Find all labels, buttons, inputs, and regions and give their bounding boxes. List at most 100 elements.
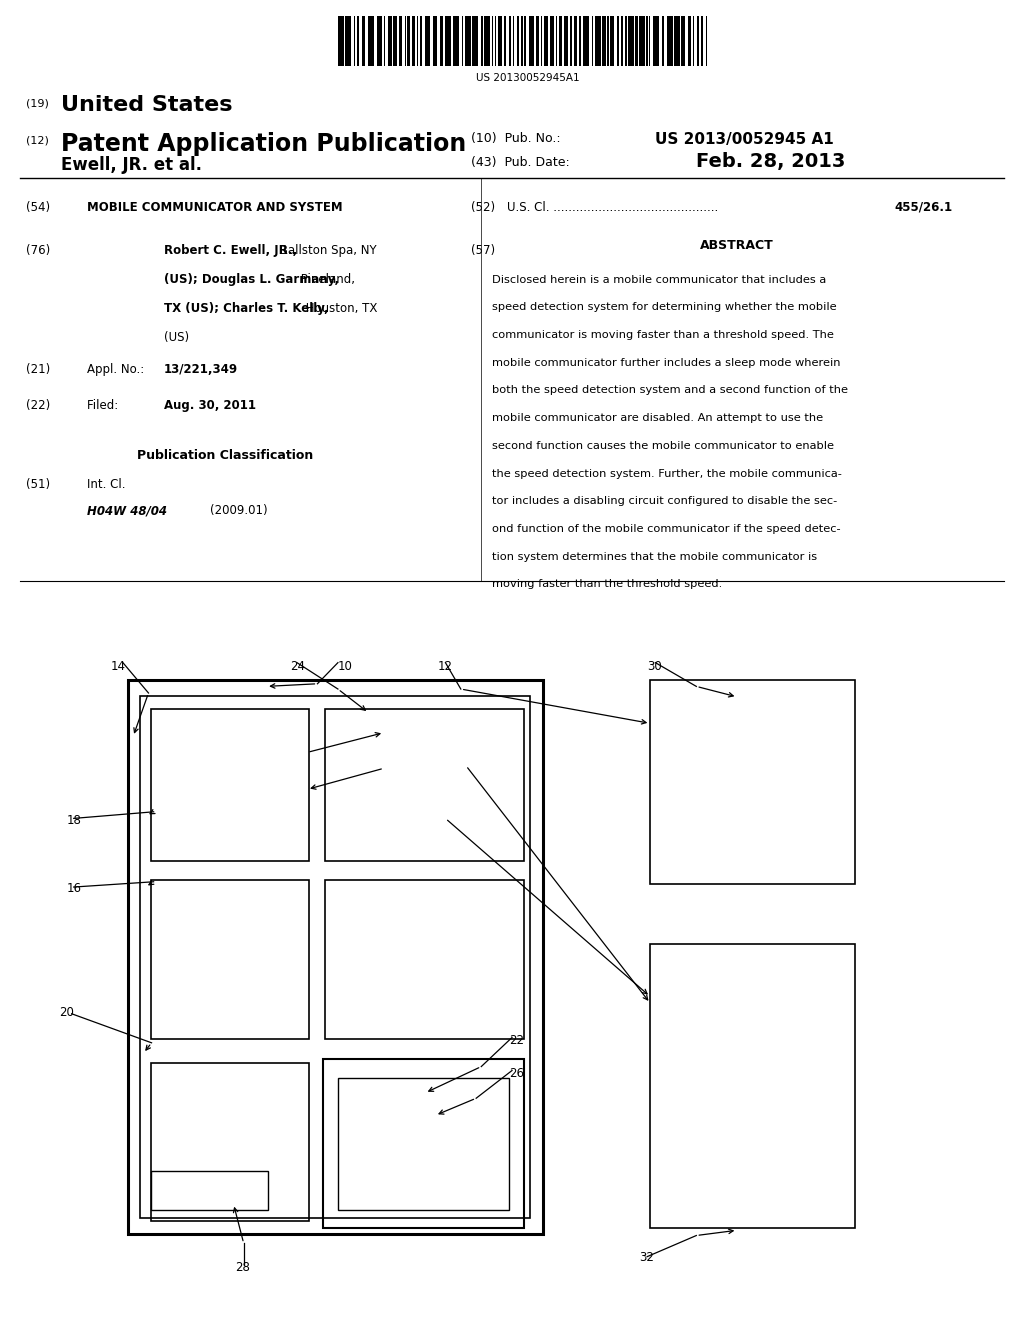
Bar [564, 16, 568, 66]
Text: 455/26.1: 455/26.1 [894, 201, 952, 214]
Bar [521, 16, 523, 66]
Text: Appl. No.:: Appl. No.: [87, 363, 152, 376]
Text: (12): (12) [26, 136, 48, 147]
Text: (51): (51) [26, 478, 50, 491]
Bar [639, 16, 645, 66]
Bar [368, 16, 374, 66]
Bar [667, 16, 673, 66]
Text: Aug. 30, 2011: Aug. 30, 2011 [164, 399, 256, 412]
Bar [610, 16, 614, 66]
Text: (10)  Pub. No.:: (10) Pub. No.: [471, 132, 561, 145]
Text: (2009.01): (2009.01) [210, 504, 267, 517]
Text: (19): (19) [26, 99, 48, 110]
Text: (US); Douglas L. Garmany,: (US); Douglas L. Garmany, [164, 273, 339, 286]
Bar [420, 16, 422, 66]
Text: United States: United States [61, 95, 232, 115]
Text: (US): (US) [164, 331, 189, 345]
Bar [404, 16, 407, 66]
Bar [692, 16, 694, 66]
Bar [607, 16, 609, 66]
Bar [681, 16, 685, 66]
Bar [697, 16, 699, 66]
Bar [701, 16, 703, 66]
Text: Pineland,: Pineland, [297, 273, 355, 286]
Text: ABSTRACT: ABSTRACT [700, 239, 774, 252]
Bar [499, 16, 502, 66]
Bar [628, 16, 634, 66]
Text: (76): (76) [26, 244, 50, 257]
Bar [524, 16, 525, 66]
Text: (52): (52) [471, 201, 496, 214]
Bar [517, 16, 518, 66]
Text: 10: 10 [338, 660, 353, 673]
Bar [480, 16, 482, 66]
Bar [550, 16, 554, 66]
Bar [662, 16, 664, 66]
Bar [417, 16, 418, 66]
Text: second function causes the mobile communicator to enable: second function causes the mobile commun… [492, 441, 834, 451]
Text: US 2013/0052945 A1: US 2013/0052945 A1 [655, 132, 835, 147]
Bar [408, 16, 410, 66]
Bar [537, 16, 539, 66]
Text: 30: 30 [647, 660, 662, 673]
Bar [433, 16, 437, 66]
Bar [545, 16, 548, 66]
Bar [439, 16, 443, 66]
Bar [445, 16, 452, 66]
Text: 24: 24 [290, 660, 305, 673]
Bar [484, 16, 489, 66]
Bar [625, 16, 627, 66]
Text: ond function of the mobile communicator if the speed detec-: ond function of the mobile communicator … [492, 524, 840, 535]
Text: the speed detection system. Further, the mobile communica-: the speed detection system. Further, the… [492, 469, 842, 479]
Bar [465, 16, 471, 66]
Text: Int. Cl.: Int. Cl. [87, 478, 126, 491]
Bar [377, 16, 382, 66]
Bar [384, 16, 385, 66]
Bar [462, 16, 464, 66]
Text: (21): (21) [26, 363, 50, 376]
Text: 16: 16 [67, 882, 82, 895]
Bar [361, 16, 366, 66]
Bar [528, 16, 535, 66]
Bar [493, 16, 494, 66]
Text: Houston, TX: Houston, TX [302, 302, 378, 315]
Bar [541, 16, 543, 66]
Bar [649, 16, 650, 66]
Text: Disclosed herein is a mobile communicator that includes a: Disclosed herein is a mobile communicato… [492, 275, 825, 285]
Bar [356, 16, 358, 66]
Bar [653, 16, 659, 66]
Bar [559, 16, 561, 66]
Text: Ewell, JR. et al.: Ewell, JR. et al. [61, 156, 203, 174]
Text: 12: 12 [437, 660, 453, 673]
Text: Ballston Spa, NY: Ballston Spa, NY [275, 244, 376, 257]
Text: speed detection system for determining whether the mobile: speed detection system for determining w… [492, 302, 837, 313]
Bar [616, 16, 618, 66]
Bar [513, 16, 514, 66]
Text: both the speed detection system and a second function of the: both the speed detection system and a se… [492, 385, 848, 396]
Text: MOBILE COMMUNICATOR AND SYSTEM: MOBILE COMMUNICATOR AND SYSTEM [87, 201, 343, 214]
Text: mobile communicator further includes a sleep mode wherein: mobile communicator further includes a s… [492, 358, 840, 368]
Text: moving faster than the threshold speed.: moving faster than the threshold speed. [492, 579, 722, 590]
Text: Publication Classification: Publication Classification [137, 449, 313, 462]
Text: (54): (54) [26, 201, 50, 214]
Bar [399, 16, 402, 66]
Bar [583, 16, 589, 66]
Bar [592, 16, 593, 66]
Bar [393, 16, 396, 66]
Text: Robert C. Ewell, JR.,: Robert C. Ewell, JR., [164, 244, 297, 257]
Bar [595, 16, 601, 66]
Bar [674, 16, 680, 66]
Text: H04W 48/04: H04W 48/04 [87, 504, 167, 517]
Text: communicator is moving faster than a threshold speed. The: communicator is moving faster than a thr… [492, 330, 834, 341]
Text: US 20130052945A1: US 20130052945A1 [475, 73, 580, 83]
Bar [646, 16, 647, 66]
Bar [509, 16, 511, 66]
Bar [688, 16, 691, 66]
Text: 28: 28 [236, 1261, 251, 1274]
Text: (43)  Pub. Date:: (43) Pub. Date: [471, 156, 569, 169]
Text: (22): (22) [26, 399, 50, 412]
Bar [454, 16, 459, 66]
Bar [602, 16, 606, 66]
Bar [621, 16, 624, 66]
Text: 13/221,349: 13/221,349 [164, 363, 238, 376]
